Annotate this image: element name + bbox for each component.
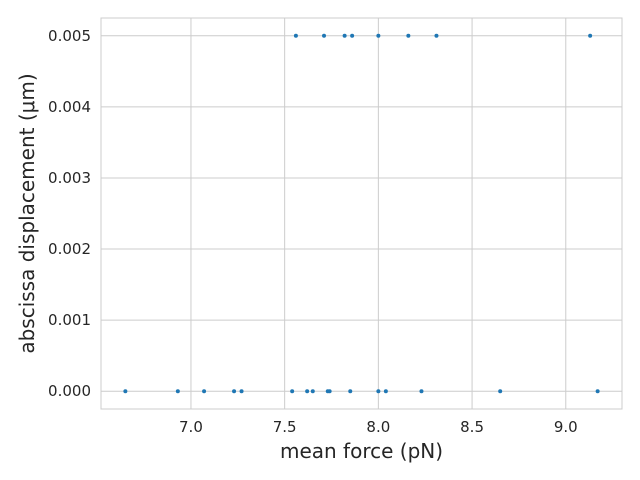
x-tick-label: 7.5 — [273, 418, 297, 436]
data-point — [376, 389, 381, 394]
y-tick-label: 0.004 — [48, 98, 91, 116]
x-tick-label: 9.0 — [554, 418, 578, 436]
plot-area — [101, 18, 622, 409]
data-point — [239, 389, 244, 394]
data-point — [434, 33, 439, 38]
y-tick-label: 0.003 — [48, 169, 91, 187]
y-tick-label: 0.001 — [48, 311, 91, 329]
plot-frame — [100, 17, 623, 410]
y-axis-label: abscissa displacement (μm) — [15, 73, 39, 353]
data-point — [290, 389, 295, 394]
data-point — [350, 33, 355, 38]
data-point — [348, 389, 353, 394]
data-point — [123, 389, 128, 394]
data-point — [322, 33, 327, 38]
data-point — [175, 389, 180, 394]
data-point — [327, 389, 332, 394]
data-point — [305, 389, 310, 394]
data-point — [310, 389, 315, 394]
tick-labels: 7.0 7.5 8.0 8.5 9.0 0.000 0.001 0.002 0.003 0.004… — [48, 27, 578, 436]
data-point — [588, 33, 593, 38]
data-point — [383, 389, 388, 394]
grid-lines — [101, 18, 622, 409]
data-point — [595, 389, 600, 394]
y-tick-label: 0.005 — [48, 27, 91, 45]
y-tick-label: 0.002 — [48, 240, 91, 258]
x-tick-label: 8.0 — [366, 418, 390, 436]
data-point — [202, 389, 207, 394]
x-tick-label: 8.5 — [460, 418, 484, 436]
data-points — [123, 33, 600, 394]
x-tick-label: 7.0 — [179, 418, 203, 436]
data-point — [406, 33, 411, 38]
data-point — [232, 389, 237, 394]
x-axis-label: mean force (pN) — [280, 439, 443, 463]
y-tick-label: 0.000 — [48, 382, 91, 400]
data-point — [419, 389, 424, 394]
data-point — [376, 33, 381, 38]
data-point — [342, 33, 347, 38]
data-point — [498, 389, 503, 394]
data-point — [293, 33, 298, 38]
